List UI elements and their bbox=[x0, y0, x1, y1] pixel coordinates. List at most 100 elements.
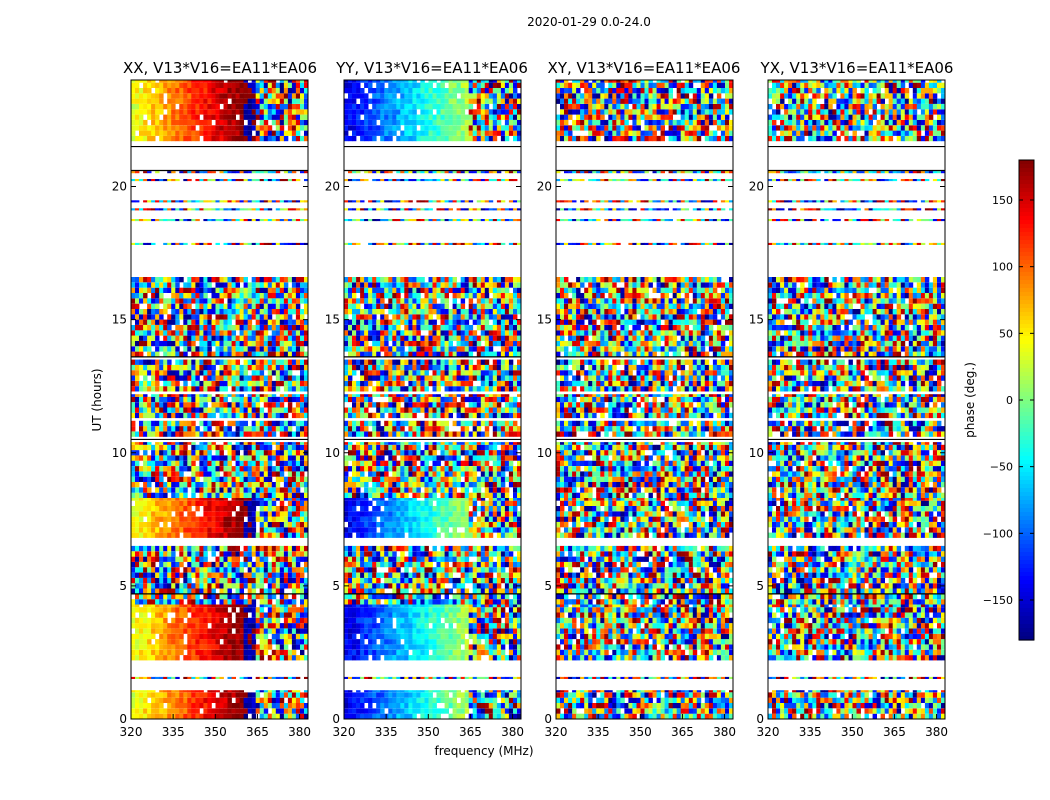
heatmap-cell bbox=[187, 171, 192, 174]
heatmap-cell bbox=[384, 649, 389, 656]
heatmap-cell bbox=[147, 623, 152, 629]
heatmap-cell bbox=[275, 492, 281, 498]
heatmap-cell bbox=[364, 612, 369, 618]
heatmap-cell bbox=[239, 293, 244, 299]
heatmap-cell bbox=[259, 325, 265, 331]
heatmap-cell bbox=[235, 572, 240, 578]
heatmap-cell bbox=[496, 692, 502, 698]
heatmap-cell bbox=[304, 135, 309, 142]
heatmap-cell bbox=[167, 104, 172, 110]
heatmap-cell bbox=[219, 649, 224, 656]
heatmap-cell bbox=[368, 692, 373, 698]
heatmap-cell bbox=[223, 476, 228, 482]
heatmap-cell bbox=[175, 617, 180, 624]
heatmap-cell bbox=[279, 346, 285, 352]
heatmap-cell bbox=[488, 612, 494, 618]
heatmap-cell bbox=[231, 114, 236, 120]
heatmap-cell bbox=[283, 314, 289, 320]
heatmap-cell bbox=[151, 80, 156, 83]
heatmap-cell bbox=[295, 545, 301, 552]
heatmap-cell bbox=[436, 708, 441, 714]
heatmap-cell bbox=[416, 617, 421, 624]
heatmap-cell bbox=[287, 692, 293, 698]
heatmap-cell bbox=[412, 713, 417, 719]
heatmap-cell bbox=[179, 628, 184, 634]
heatmap-cell bbox=[392, 556, 397, 562]
heatmap-cell bbox=[364, 599, 369, 605]
heatmap-cell bbox=[420, 703, 425, 709]
heatmap-cell bbox=[143, 298, 148, 304]
heatmap-cell bbox=[195, 522, 200, 528]
heatmap-cell bbox=[271, 380, 277, 387]
heatmap-cell bbox=[263, 450, 269, 456]
heatmap-cell bbox=[416, 567, 421, 573]
heatmap-cell bbox=[235, 171, 240, 174]
heatmap-cell bbox=[151, 314, 156, 320]
heatmap-cell bbox=[227, 104, 232, 110]
heatmap-cell bbox=[291, 412, 297, 419]
heatmap-cell bbox=[147, 617, 152, 624]
heatmap-cell bbox=[300, 431, 305, 437]
heatmap-cell bbox=[247, 676, 253, 679]
heatmap-cell bbox=[159, 135, 164, 142]
heatmap-cell bbox=[300, 628, 305, 634]
heatmap-cell bbox=[179, 370, 184, 376]
heatmap-cell bbox=[219, 492, 224, 498]
heatmap-cell bbox=[227, 370, 232, 376]
heatmap-cell bbox=[187, 396, 192, 403]
heatmap-cell bbox=[352, 604, 357, 608]
heatmap-cell bbox=[203, 93, 208, 99]
heatmap-cell bbox=[151, 455, 156, 461]
heatmap-cell bbox=[420, 692, 425, 698]
heatmap-cell bbox=[348, 607, 353, 613]
heatmap-cell bbox=[456, 628, 461, 634]
heatmap-cell bbox=[400, 556, 405, 562]
heatmap-cell bbox=[368, 623, 373, 629]
heatmap-cell bbox=[360, 708, 365, 714]
heatmap-cell bbox=[287, 335, 293, 341]
heatmap-cell bbox=[275, 325, 281, 331]
heatmap-cell bbox=[215, 623, 220, 629]
heatmap-cell bbox=[179, 599, 184, 605]
heatmap-cell bbox=[211, 583, 216, 589]
heatmap-cell bbox=[513, 628, 518, 634]
heatmap-cell bbox=[243, 612, 248, 618]
heatmap-cell bbox=[279, 460, 285, 466]
heatmap-cell bbox=[243, 649, 248, 656]
figure-title: 2020-01-29 0.0-24.0 bbox=[527, 15, 651, 29]
heatmap-cell bbox=[227, 303, 232, 309]
heatmap-cell bbox=[175, 455, 180, 461]
heatmap-cell bbox=[159, 412, 164, 419]
heatmap-cell bbox=[147, 607, 152, 613]
heatmap-cell bbox=[203, 676, 208, 679]
heatmap-cell bbox=[203, 708, 208, 714]
heatmap-cell bbox=[239, 466, 244, 472]
heatmap-cell bbox=[271, 282, 277, 288]
heatmap-cell bbox=[496, 588, 502, 594]
heatmap-cell bbox=[131, 708, 136, 714]
heatmap-cell bbox=[191, 442, 196, 445]
heatmap-cell bbox=[259, 287, 265, 293]
heatmap-cell bbox=[448, 690, 453, 693]
heatmap-cell bbox=[300, 476, 305, 482]
heatmap-cell bbox=[191, 471, 196, 477]
heatmap-cell bbox=[223, 498, 228, 501]
heatmap-cell bbox=[279, 444, 285, 451]
heatmap-cell bbox=[211, 125, 216, 131]
heatmap-cell bbox=[223, 623, 228, 629]
heatmap-cell bbox=[404, 556, 409, 562]
heatmap-cell bbox=[436, 690, 441, 693]
heatmap-cell bbox=[291, 545, 297, 552]
heatmap-cell bbox=[259, 599, 265, 605]
heatmap-cell bbox=[175, 476, 180, 482]
heatmap-cell bbox=[291, 623, 297, 629]
heatmap-cell bbox=[452, 697, 457, 703]
heatmap-cell bbox=[187, 607, 192, 613]
heatmap-cell bbox=[223, 522, 228, 528]
heatmap-cell bbox=[263, 572, 269, 578]
heatmap-cell bbox=[472, 655, 478, 661]
heatmap-cell bbox=[287, 179, 293, 182]
heatmap-cell bbox=[175, 593, 180, 600]
heatmap-cell bbox=[420, 588, 425, 594]
heatmap-cell bbox=[231, 82, 236, 88]
